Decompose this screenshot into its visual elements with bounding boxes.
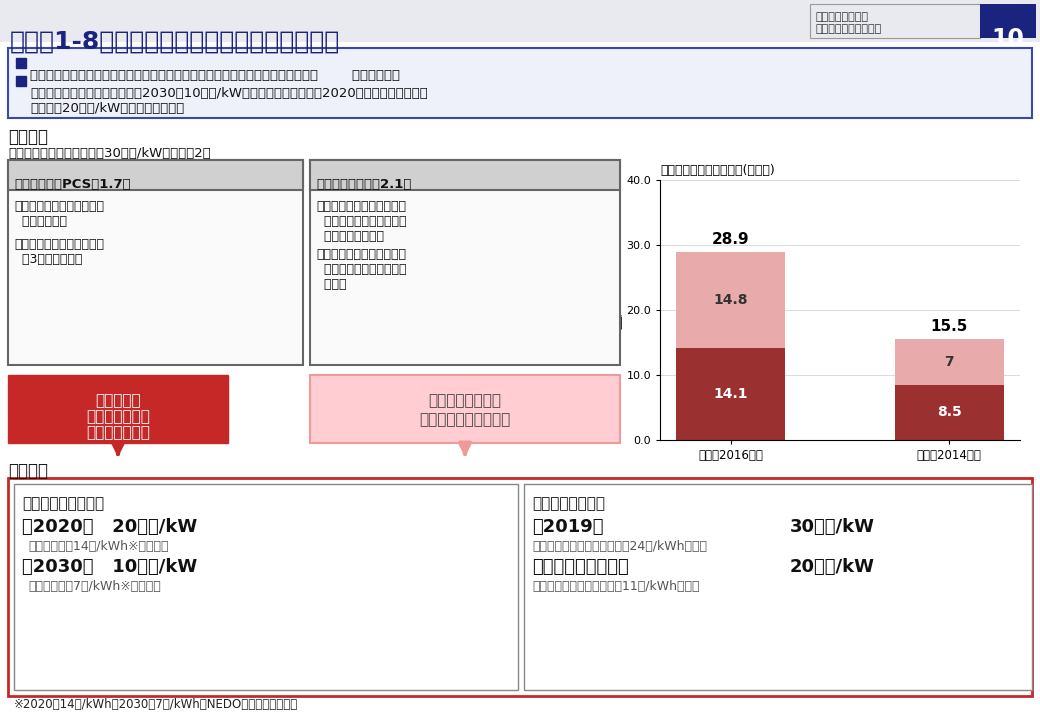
Text: ・住宅用は過剰な流通構造: ・住宅用は過剰な流通構造 bbox=[14, 238, 104, 251]
Text: 14.8: 14.8 bbox=[713, 293, 748, 307]
Text: 技術開発等により低減: 技術開発等により低減 bbox=[419, 412, 511, 427]
Text: 競争促進と: 競争促進と bbox=[96, 393, 140, 408]
Text: ＜住宅用太陽光＞: ＜住宅用太陽光＞ bbox=[532, 496, 605, 511]
Text: このため、非住宅については、2030年10万円/kW、住宅用については、2020年以降できるだけ早: このため、非住宅については、2030年10万円/kW、住宅用については、2020… bbox=[30, 87, 427, 100]
Text: 地環境による工事・架台: 地環境による工事・架台 bbox=[316, 263, 407, 276]
Text: （参考1-8）太陽光発電のコスト低減イメージ: （参考1-8）太陽光発電のコスト低減イメージ bbox=[10, 30, 340, 54]
Text: 20万円/kW: 20万円/kW bbox=[790, 558, 875, 576]
Text: 格差が存在。: 格差が存在。 bbox=[14, 215, 67, 228]
Text: ・2030年   10万円/kW: ・2030年 10万円/kW bbox=[22, 558, 198, 576]
Text: ・国際流通商品でも内外価: ・国際流通商品でも内外価 bbox=[14, 200, 104, 213]
Text: モジュール・PCS：1.7倍: モジュール・PCS：1.7倍 bbox=[14, 178, 131, 191]
Text: 太陽光発電競争力: 太陽光発電競争力 bbox=[815, 12, 868, 22]
Text: 15.5: 15.5 bbox=[931, 319, 968, 334]
Y-axis label: 万円/kW: 万円/kW bbox=[610, 290, 623, 329]
Text: も少なく、工法等が最適: も少なく、工法等が最適 bbox=[316, 215, 407, 228]
Text: 強化研究会とりまとめ: 強化研究会とりまとめ bbox=[815, 24, 881, 34]
Text: 技術開発により: 技術開発により bbox=[86, 409, 150, 424]
Text: （売電価格が家庭用電力料金24円/kWh並み）: （売電価格が家庭用電力料金24円/kWh並み） bbox=[532, 540, 707, 553]
Bar bbox=[894, 339, 1004, 385]
Text: （発電コスト14円/kWh※に相当）: （発電コスト14円/kWh※に相当） bbox=[28, 540, 168, 553]
Bar bbox=[676, 252, 785, 348]
Bar bbox=[676, 348, 785, 440]
Text: 欧州の約２倍のシステム費用を大幅に引き下げ、市場価格水準をそれぞれ達成。        （＝自立化）: 欧州の約２倍のシステム費用を大幅に引き下げ、市場価格水準をそれぞれ達成。 （＝自… bbox=[30, 69, 400, 82]
Text: 8.5: 8.5 bbox=[937, 406, 961, 419]
Text: ・2020年   20万円/kW: ・2020年 20万円/kW bbox=[22, 518, 198, 536]
Text: 【目標】: 【目標】 bbox=[8, 462, 48, 480]
Text: 化されていない。: 化されていない。 bbox=[316, 230, 384, 243]
Text: 現行のシステム費用は、約30万円/kWで欧州の2倍: 現行のシステム費用は、約30万円/kWで欧州の2倍 bbox=[8, 147, 211, 160]
Text: 国際価格に収斂: 国際価格に収斂 bbox=[86, 425, 150, 440]
Text: 工事費・架台等：2.1倍: 工事費・架台等：2.1倍 bbox=[316, 178, 412, 191]
Text: 工法等の最適化、: 工法等の最適化、 bbox=[428, 393, 501, 408]
Legend: モジュール・PCS, 工事費・架台・BOS: モジュール・PCS, 工事費・架台・BOS bbox=[744, 503, 937, 523]
Text: ・太陽光専門の施工事業者: ・太陽光専門の施工事業者 bbox=[316, 200, 406, 213]
Text: 28.9: 28.9 bbox=[712, 232, 750, 247]
Bar bbox=[894, 385, 1004, 440]
Text: で3倍の価格差。: で3倍の価格差。 bbox=[14, 253, 82, 266]
Text: ※2020年14円/kWh、2030年7円/kWhはNEDO技術開発戦略目標: ※2020年14円/kWh、2030年7円/kWhはNEDO技術開発戦略目標 bbox=[14, 698, 298, 711]
Text: 30万円/kW: 30万円/kW bbox=[790, 518, 875, 536]
Text: （発電コスト7円/kWh※に相当）: （発電コスト7円/kWh※に相当） bbox=[28, 580, 161, 593]
Text: ・日本特有の災害対応や土: ・日本特有の災害対応や土 bbox=[316, 248, 406, 261]
Text: 日欧のシステム費用比較(非住宅): 日欧のシステム費用比較(非住宅) bbox=[660, 165, 775, 178]
Text: い時期に20万円/kWの達成を目指す。: い時期に20万円/kWの達成を目指す。 bbox=[30, 102, 184, 115]
Text: 費増。: 費増。 bbox=[316, 278, 346, 291]
Text: （売電価格が電力市場価格11円/kWh並み）: （売電価格が電力市場価格11円/kWh並み） bbox=[532, 580, 700, 593]
Text: 10: 10 bbox=[991, 27, 1024, 51]
Text: 【現状】: 【現状】 bbox=[8, 128, 48, 146]
Text: ・2019年: ・2019年 bbox=[532, 518, 603, 536]
Text: 7: 7 bbox=[944, 355, 954, 369]
Text: 14.1: 14.1 bbox=[713, 387, 748, 401]
Text: ・出来るだけ早期に: ・出来るだけ早期に bbox=[532, 558, 629, 576]
Text: ＜非住宅用太陽光＞: ＜非住宅用太陽光＞ bbox=[22, 496, 104, 511]
